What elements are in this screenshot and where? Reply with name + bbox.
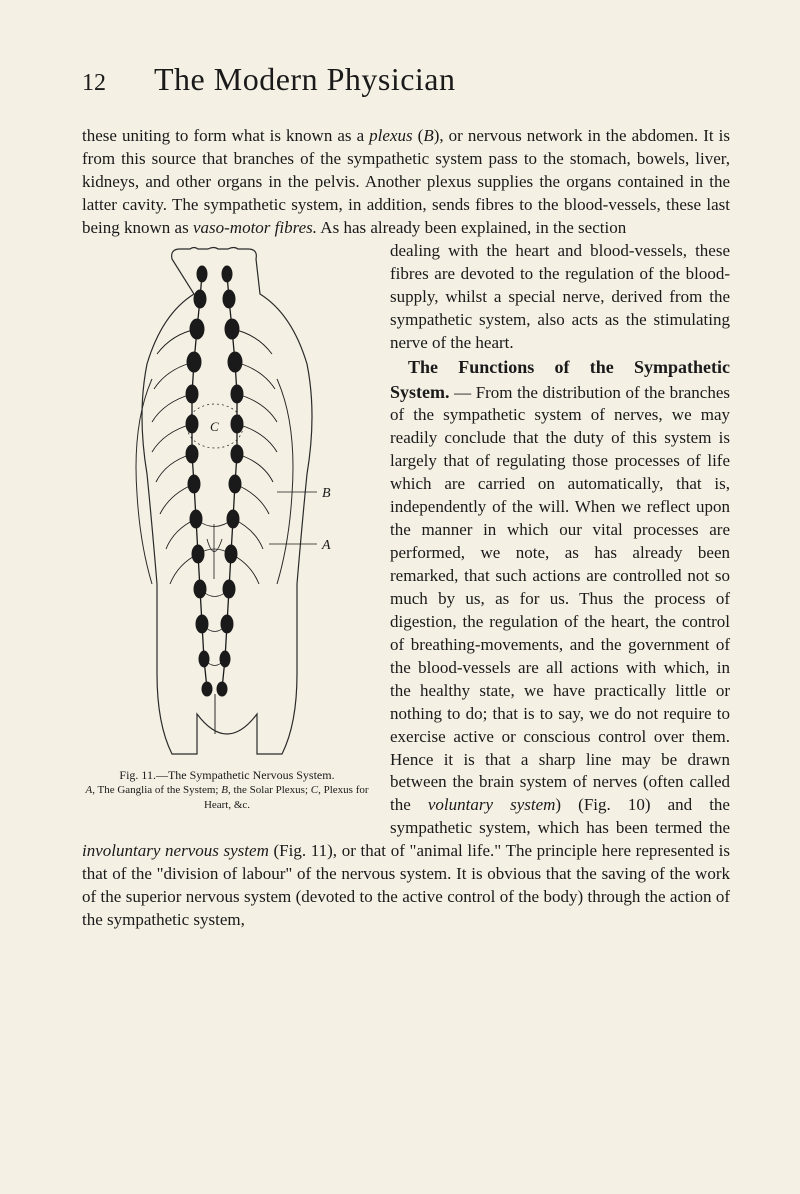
figure-block: C B A Fig. 11.—The Sympathetic Nervous S… (82, 244, 372, 812)
svg-text:C: C (210, 419, 219, 434)
page-title: The Modern Physician (154, 58, 456, 101)
figure-caption-sub: A, The Ganglia of the System; B, the Sol… (82, 783, 372, 812)
anatomical-figure: C B A (82, 244, 372, 764)
paragraph-intro: these uniting to form what is known as a… (82, 125, 730, 240)
figure-caption: Fig. 11.—The Sympathetic Nervous System.… (82, 768, 372, 812)
figure-caption-main: Fig. 11.—The Sympathetic Nervous System. (82, 768, 372, 784)
wrap-text-1: dealing with the heart and blood-vessels… (390, 241, 730, 352)
page-header: 12 The Modern Physician (82, 58, 730, 101)
figure-label-a: A (321, 538, 331, 553)
intro-text-part1: these uniting to form what is known as a… (82, 126, 730, 237)
content-body: these uniting to form what is known as a… (82, 125, 730, 932)
page-number: 12 (82, 67, 106, 99)
figure-label-b: B (322, 486, 331, 501)
